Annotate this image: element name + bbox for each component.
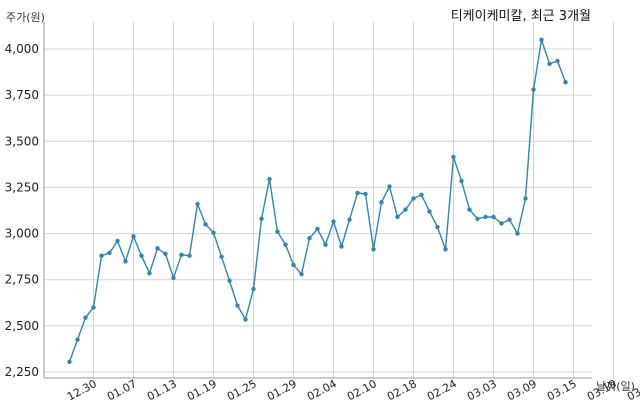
x-tick-label: 01.13 (145, 377, 179, 403)
data-point (251, 286, 256, 292)
data-point (171, 275, 176, 281)
data-point (75, 337, 80, 342)
data-point (131, 234, 136, 239)
y-tick-label: 3,750 (5, 88, 39, 102)
data-point (259, 216, 264, 222)
x-tick-label: 03.03 (465, 377, 499, 403)
data-point (507, 217, 512, 222)
data-point (179, 252, 184, 257)
x-tick-label: 01.07 (105, 377, 139, 403)
data-point (99, 253, 104, 258)
data-point (419, 192, 424, 198)
data-point (555, 58, 560, 64)
y-tick-label: 2,750 (5, 273, 39, 287)
data-point (379, 199, 384, 205)
data-point (363, 191, 368, 197)
data-point (523, 196, 528, 201)
data-point (123, 259, 128, 264)
data-point (467, 207, 472, 212)
data-point (347, 217, 352, 222)
data-point (243, 317, 248, 322)
data-point (283, 242, 288, 247)
chart-title: 티케이케미칼, 최근 3개월 (451, 9, 591, 24)
y-tick-label: 2,250 (5, 365, 39, 379)
y-axis-label: 주가(원) (6, 11, 45, 24)
axis-layer (43, 22, 592, 379)
data-point (299, 271, 304, 277)
data-point (475, 216, 480, 222)
y-tick-label: 4,000 (5, 42, 39, 56)
x-tick-label: 02.04 (305, 377, 339, 403)
data-point (187, 253, 192, 258)
data-point (531, 87, 536, 92)
y-tick-label: 3,250 (5, 180, 39, 194)
data-point (331, 219, 336, 224)
data-point (323, 242, 328, 247)
data-point (411, 196, 416, 201)
data-point (435, 224, 440, 230)
data-point (491, 214, 496, 220)
data-point (371, 247, 376, 252)
data-point (563, 80, 568, 85)
data-point (227, 278, 232, 283)
data-point (83, 315, 88, 320)
series-layer (67, 37, 568, 365)
y-tick-label: 3,500 (5, 134, 39, 148)
x-tick-label: 02.18 (385, 377, 419, 403)
data-point (235, 303, 240, 308)
data-point (211, 230, 216, 235)
data-point (443, 247, 448, 252)
data-point (459, 178, 464, 184)
data-point (91, 305, 96, 310)
data-point (403, 207, 408, 212)
x-tick-label: 01.29 (265, 377, 299, 403)
data-point (147, 271, 152, 276)
data-point (547, 61, 552, 66)
data-point (395, 214, 400, 220)
data-point (107, 250, 112, 256)
data-point (355, 190, 360, 196)
data-point (155, 246, 160, 251)
data-point (307, 235, 312, 241)
data-point (339, 244, 344, 249)
grid-layer (44, 22, 614, 378)
x-tick-label: 03.09 (505, 377, 539, 403)
data-point (67, 359, 72, 365)
data-point (483, 214, 488, 220)
x-tick-label: 03.15 (545, 377, 579, 403)
y-tick-label: 3,000 (5, 227, 39, 241)
data-point (291, 262, 296, 268)
x-tick-label: 02.10 (345, 377, 379, 403)
data-point (267, 176, 272, 182)
data-point (427, 209, 432, 214)
x-tick-label: 01.19 (185, 377, 219, 403)
data-point (451, 154, 456, 160)
data-point (203, 222, 208, 227)
x-axis-label: 날짜(일) (596, 379, 635, 393)
x-tick-label: 01.25 (225, 377, 259, 403)
data-point (315, 226, 320, 232)
data-point (115, 238, 120, 244)
data-point (195, 201, 200, 207)
data-point (275, 229, 280, 234)
data-point (539, 37, 544, 42)
data-point (219, 254, 224, 259)
data-point (139, 253, 144, 258)
label-layer: 2,250 2,500 2,750 3,000 3,250 3,500 3,750 4,000… (5, 42, 640, 403)
data-point (387, 184, 392, 189)
x-tick-label: 12.30 (65, 377, 99, 403)
y-tick-label: 2,500 (5, 319, 39, 333)
x-tick-label: 02.24 (425, 377, 459, 403)
data-point (499, 221, 504, 226)
data-point (163, 251, 168, 257)
data-point (515, 231, 520, 236)
series-line (68, 39, 567, 363)
